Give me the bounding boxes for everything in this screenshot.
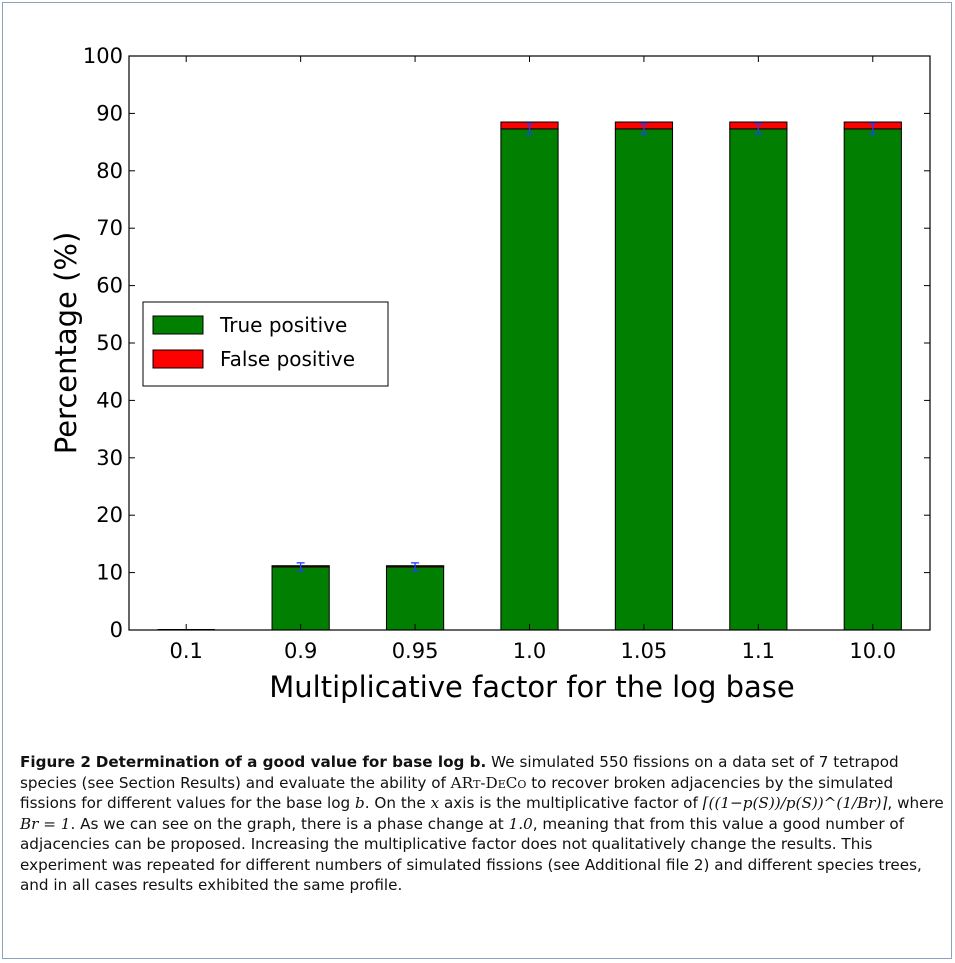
- legend-swatch-true-positive: [152, 315, 204, 335]
- x-tick-label-6: 10.0: [849, 639, 896, 663]
- bar-true-positive-3: [500, 128, 559, 631]
- caption-text-2: to recover broken adjacencies by the sim…: [20, 773, 894, 813]
- error-bars-layer: [296, 123, 877, 572]
- caption-text-6: . As we can see on the graph, there is a…: [70, 814, 509, 833]
- y-tick-label-8: 80: [96, 159, 123, 183]
- x-tick-label-2: 0.95: [392, 639, 439, 663]
- x-tick-label-5: 1.1: [742, 639, 775, 663]
- legend-label-false-positive: False positive: [220, 347, 355, 371]
- y-tick-label-7: 70: [96, 216, 123, 240]
- y-tick-label-5: 50: [96, 331, 123, 355]
- caption-formula-2: Br = 1: [20, 814, 71, 833]
- x-tick-label-0: 0.1: [170, 639, 203, 663]
- x-axis-label: Multiplicative factor for the log base: [269, 670, 794, 704]
- y-axis-label: Percentage (%): [49, 232, 83, 455]
- bar-true-positive-5: [729, 128, 788, 631]
- y-tick-label-3: 30: [96, 446, 123, 470]
- bar-true-positive-4: [614, 128, 674, 631]
- bar-chart: 0 10 20 30 40 50 60 70 80 90 100 0.1 0.9 0.95 1.0 1.05…: [49, 44, 931, 704]
- caption-var-x: x: [430, 794, 440, 812]
- x-axis: 0.1 0.9 0.95 1.0 1.05 1.1 10.0: [170, 56, 896, 663]
- bar-true-positive-2: [385, 566, 445, 631]
- caption-label: Figure 2: [20, 753, 91, 771]
- caption-var-b: b: [355, 794, 365, 812]
- caption-text-4: axis is the multiplicative factor of: [439, 794, 703, 812]
- caption-text-5: , where: [887, 794, 944, 812]
- y-tick-label-2: 20: [96, 503, 123, 527]
- y-tick-label-4: 40: [96, 388, 123, 412]
- y-tick-label-9: 90: [96, 101, 123, 125]
- bar-true-positive-1: [271, 566, 330, 631]
- caption-formula: ⌈((1−p(S))/p(S))^(1/Br)⌉: [702, 794, 888, 812]
- y-tick-label-10: 100: [83, 44, 123, 68]
- legend-label-true-positive: True positive: [219, 313, 347, 337]
- legend: True positive False positive: [142, 301, 389, 387]
- bar-true-positive-6: [843, 128, 902, 631]
- caption-tool-name: ARt-DeCo: [450, 773, 527, 792]
- caption-text-3: . On the: [364, 794, 431, 812]
- caption-text-7: , meaning that from this value a good nu…: [20, 814, 922, 895]
- x-tick-label-4: 1.05: [621, 639, 668, 663]
- x-tick-label-3: 1.0: [513, 639, 546, 663]
- figure-caption: Figure 2 Determination of a good value f…: [20, 752, 945, 896]
- y-axis: 0 10 20 30 40 50 60 70 80 90 100: [83, 44, 930, 642]
- bars-layer: [157, 121, 902, 631]
- caption-text: We simulated 550 fissions on a data set …: [20, 753, 899, 792]
- x-tick-label-1: 0.9: [284, 639, 317, 663]
- y-tick-label-1: 10: [96, 561, 123, 585]
- caption-value: 1.0: [508, 814, 533, 833]
- y-tick-label-6: 60: [96, 274, 123, 298]
- caption-title: Determination of a good value for base l…: [95, 753, 487, 771]
- y-tick-label-0: 0: [110, 618, 123, 642]
- legend-swatch-false-positive: [152, 349, 204, 369]
